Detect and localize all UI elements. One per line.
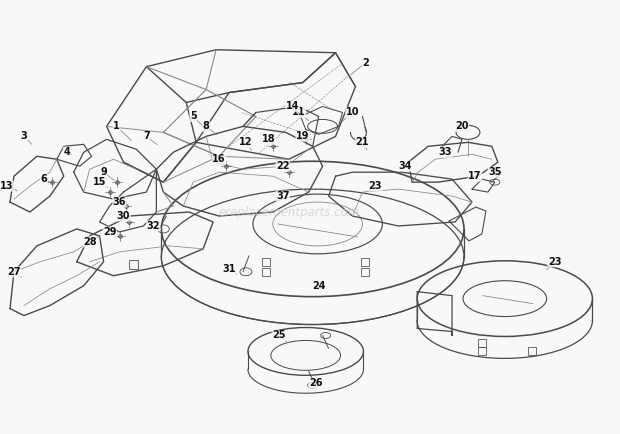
- Text: 19: 19: [296, 132, 309, 141]
- Text: 16: 16: [212, 154, 226, 164]
- Text: 34: 34: [399, 161, 412, 171]
- Bar: [361, 268, 370, 276]
- Text: 9: 9: [100, 167, 107, 177]
- Text: 37: 37: [276, 191, 290, 201]
- Text: 13: 13: [0, 181, 14, 191]
- Text: 14: 14: [286, 102, 299, 112]
- Text: 21: 21: [356, 137, 369, 147]
- Text: 31: 31: [223, 264, 236, 274]
- Text: 23: 23: [548, 257, 561, 267]
- Text: 5: 5: [190, 112, 197, 122]
- Text: 11: 11: [292, 108, 306, 118]
- Bar: [130, 260, 138, 269]
- Text: 1: 1: [113, 122, 120, 132]
- Text: 3: 3: [20, 132, 27, 141]
- Text: 15: 15: [93, 177, 107, 187]
- Bar: [528, 348, 536, 355]
- Bar: [478, 339, 486, 348]
- Text: 26: 26: [309, 378, 322, 388]
- Text: 12: 12: [239, 137, 253, 147]
- Bar: [262, 268, 270, 276]
- Text: 17: 17: [468, 171, 482, 181]
- Text: 27: 27: [7, 267, 20, 277]
- Text: 24: 24: [312, 281, 326, 291]
- Text: ereplacementparts.com: ereplacementparts.com: [218, 206, 360, 219]
- Text: 7: 7: [143, 132, 150, 141]
- Text: 33: 33: [438, 147, 452, 157]
- Bar: [262, 258, 270, 266]
- Text: 32: 32: [146, 221, 160, 231]
- Text: 20: 20: [455, 122, 469, 132]
- Text: 35: 35: [488, 167, 502, 177]
- Text: 30: 30: [117, 211, 130, 221]
- Text: 28: 28: [83, 237, 97, 247]
- Text: 25: 25: [272, 330, 286, 341]
- Text: 2: 2: [362, 58, 369, 68]
- Text: 36: 36: [113, 197, 126, 207]
- Text: 8: 8: [203, 122, 210, 132]
- Text: 23: 23: [369, 181, 382, 191]
- Bar: [361, 258, 370, 266]
- Text: 10: 10: [346, 108, 359, 118]
- Text: 4: 4: [63, 147, 70, 157]
- Bar: [478, 348, 486, 355]
- Text: 6: 6: [40, 174, 47, 184]
- Text: 18: 18: [262, 135, 276, 145]
- Text: 22: 22: [276, 161, 290, 171]
- Text: 29: 29: [103, 227, 117, 237]
